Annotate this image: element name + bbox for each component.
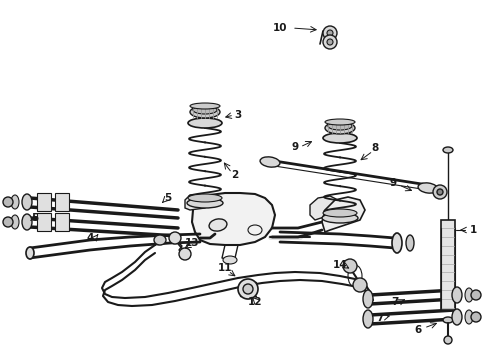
Text: 7: 7 xyxy=(376,313,384,323)
Ellipse shape xyxy=(193,106,217,114)
Ellipse shape xyxy=(188,194,222,202)
Text: 14: 14 xyxy=(333,260,347,270)
Ellipse shape xyxy=(452,309,462,325)
Ellipse shape xyxy=(323,133,357,143)
Ellipse shape xyxy=(392,233,402,253)
Circle shape xyxy=(179,248,191,260)
Ellipse shape xyxy=(11,215,19,229)
Text: 4: 4 xyxy=(86,233,94,243)
Ellipse shape xyxy=(154,235,166,245)
Ellipse shape xyxy=(22,214,32,230)
Circle shape xyxy=(327,39,333,45)
Text: 9: 9 xyxy=(390,178,396,188)
Circle shape xyxy=(238,279,258,299)
Ellipse shape xyxy=(323,209,357,217)
Bar xyxy=(37,193,51,211)
Ellipse shape xyxy=(465,310,473,324)
Text: 11: 11 xyxy=(218,263,232,273)
Polygon shape xyxy=(192,193,275,245)
Circle shape xyxy=(471,312,481,322)
Ellipse shape xyxy=(418,183,438,193)
Circle shape xyxy=(169,232,181,244)
Text: 3: 3 xyxy=(234,110,242,120)
Ellipse shape xyxy=(325,122,355,134)
Ellipse shape xyxy=(406,235,414,251)
Ellipse shape xyxy=(22,194,32,210)
Circle shape xyxy=(433,185,447,199)
Ellipse shape xyxy=(190,103,220,109)
Ellipse shape xyxy=(443,317,453,323)
Circle shape xyxy=(471,290,481,300)
Text: 12: 12 xyxy=(248,297,262,307)
Circle shape xyxy=(3,217,13,227)
Circle shape xyxy=(444,336,452,344)
Ellipse shape xyxy=(452,287,462,303)
Text: 6: 6 xyxy=(415,325,421,335)
Ellipse shape xyxy=(363,290,373,308)
Ellipse shape xyxy=(187,198,223,208)
Circle shape xyxy=(3,197,13,207)
Text: 5: 5 xyxy=(164,193,171,203)
Text: 10: 10 xyxy=(273,23,287,33)
Ellipse shape xyxy=(363,310,373,328)
Bar xyxy=(37,213,51,231)
Ellipse shape xyxy=(465,288,473,302)
Text: 7: 7 xyxy=(392,297,399,307)
Ellipse shape xyxy=(190,106,220,118)
Text: 8: 8 xyxy=(371,143,379,153)
Ellipse shape xyxy=(223,256,237,264)
Ellipse shape xyxy=(260,157,280,167)
Polygon shape xyxy=(310,196,340,220)
Ellipse shape xyxy=(209,219,227,231)
Text: 13: 13 xyxy=(185,238,199,248)
Ellipse shape xyxy=(322,213,358,223)
Bar xyxy=(441,220,455,310)
Text: 9: 9 xyxy=(292,142,298,152)
Ellipse shape xyxy=(188,118,222,128)
Circle shape xyxy=(437,189,443,195)
Ellipse shape xyxy=(443,147,453,153)
Circle shape xyxy=(353,278,367,292)
Polygon shape xyxy=(185,195,210,210)
Circle shape xyxy=(327,30,333,36)
Circle shape xyxy=(243,284,253,294)
Ellipse shape xyxy=(328,122,352,130)
Ellipse shape xyxy=(26,247,34,259)
Text: 2: 2 xyxy=(231,170,239,180)
Circle shape xyxy=(323,26,337,40)
Circle shape xyxy=(323,35,337,49)
Polygon shape xyxy=(322,197,365,232)
Bar xyxy=(55,213,69,231)
Circle shape xyxy=(343,259,357,273)
Bar xyxy=(55,193,69,211)
Text: 1: 1 xyxy=(469,225,477,235)
Ellipse shape xyxy=(325,119,355,125)
Text: 5: 5 xyxy=(31,213,39,223)
Ellipse shape xyxy=(11,195,19,209)
